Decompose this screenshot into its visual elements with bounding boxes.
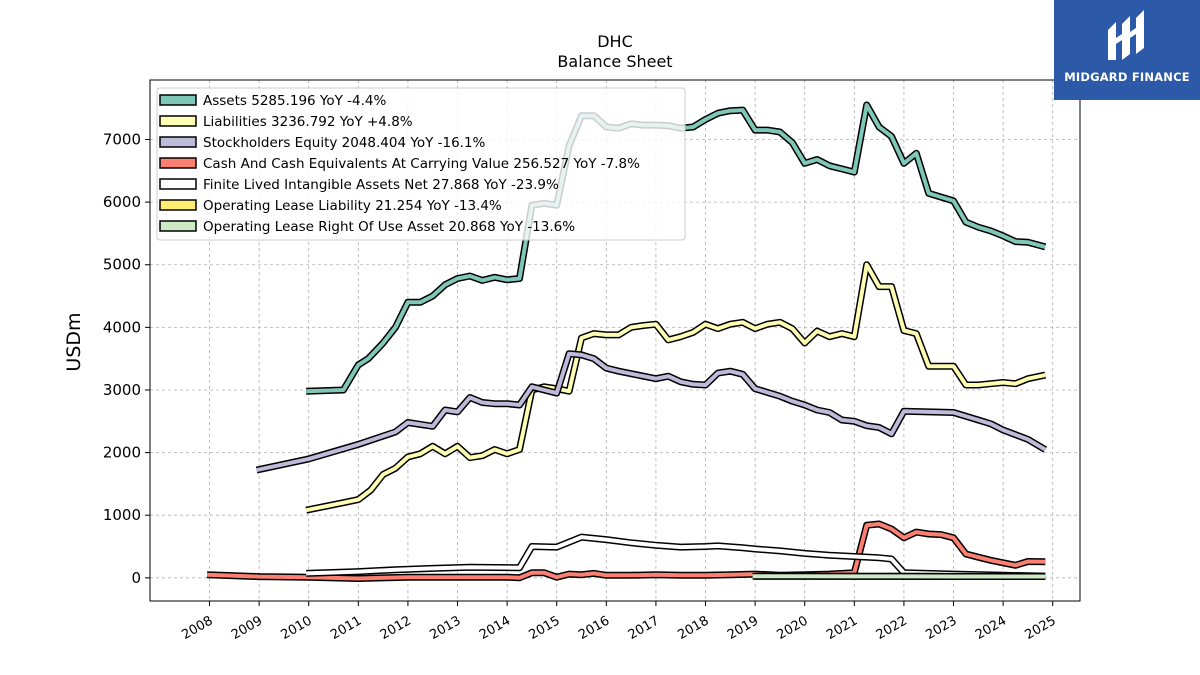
x-tick-label: 2017	[626, 613, 662, 643]
x-tick-label: 2023	[923, 613, 959, 643]
x-tick-label: 2012	[378, 613, 414, 643]
legend-swatch	[159, 199, 197, 211]
x-tick-label: 2009	[229, 613, 265, 643]
legend-entry: Stockholders Equity 2048.404 YoY -16.1%	[203, 135, 486, 151]
x-tick-label: 2019	[725, 613, 761, 643]
x-tick-label: 2010	[279, 613, 315, 643]
legend-swatch	[159, 136, 197, 148]
x-tick-label: 2016	[576, 613, 612, 643]
legend-swatch	[159, 115, 197, 127]
series-line	[206, 522, 1046, 581]
series-4	[306, 533, 1046, 580]
legend-swatch	[159, 220, 197, 232]
x-tick-label: 2022	[874, 613, 910, 643]
x-tick-label: 2020	[775, 613, 811, 643]
y-tick-label: 0	[131, 569, 141, 587]
logo-wordmark: MIDGARD FINANCE	[1064, 70, 1190, 84]
series-0	[306, 101, 1047, 395]
x-tick-label: 2008	[179, 613, 215, 643]
x-tick-label: 2013	[427, 613, 463, 643]
legend-box	[156, 87, 686, 241]
y-tick-label: 4000	[103, 318, 141, 336]
legend-swatch	[159, 178, 197, 190]
x-tick-label: 2018	[675, 613, 711, 643]
series-1	[305, 261, 1047, 514]
series-3	[206, 520, 1046, 582]
legend-entry: Operating Lease Liability 21.254 YoY -13…	[203, 198, 502, 214]
y-tick-label: 1000	[103, 506, 141, 524]
legend-entry: Finite Lived Intangible Assets Net 27.86…	[203, 177, 559, 193]
y-tick-label: 2000	[103, 444, 141, 462]
series-line	[306, 535, 1046, 579]
series-line	[306, 103, 1046, 394]
y-tick-label: 3000	[103, 381, 141, 399]
series-layer	[206, 101, 1048, 582]
x-tick-label: 2015	[527, 613, 563, 643]
legend-swatch	[159, 94, 197, 106]
legend-swatch	[159, 157, 197, 169]
x-axis: 2008 2009 2010 2011 2012 2013 2014 2015 2016 2017…	[179, 601, 1059, 643]
midgard-finance-logo: MIDGARD FINANCE	[1054, 0, 1200, 100]
series-line	[256, 351, 1047, 473]
y-tick-label: 7000	[103, 130, 141, 148]
y-tick-label: 5000	[103, 256, 141, 274]
plot-frame	[149, 79, 1081, 602]
x-tick-label: 2021	[824, 613, 860, 643]
legend-entry: Assets 5285.196 YoY -4.4%	[203, 93, 387, 109]
chart-title: DHC	[597, 32, 633, 51]
legend-entry: Liabilities 3236.792 YoY +4.8%	[203, 114, 413, 130]
series-line	[305, 262, 1046, 513]
x-tick-label: 2024	[973, 613, 1009, 643]
y-axis: 0 1000 2000 3000 4000 5000 6000 7000	[103, 130, 150, 587]
logo-mark-icon	[1108, 10, 1144, 60]
x-tick-label: 2025	[1023, 613, 1059, 643]
legend-entry: Operating Lease Right Of Use Asset 20.86…	[203, 219, 575, 235]
y-tick-label: 6000	[103, 193, 141, 211]
legend-entry: Cash And Cash Equivalents At Carrying Va…	[203, 156, 640, 172]
x-tick-label: 2011	[328, 613, 364, 643]
chart-subtitle: Balance Sheet	[557, 52, 672, 71]
series-2	[255, 350, 1048, 474]
x-tick-label: 2014	[477, 613, 513, 643]
legend: Assets 5285.196 YoY -4.4% Liabilities 323…	[156, 87, 686, 241]
y-axis-label: USDm	[63, 312, 85, 371]
